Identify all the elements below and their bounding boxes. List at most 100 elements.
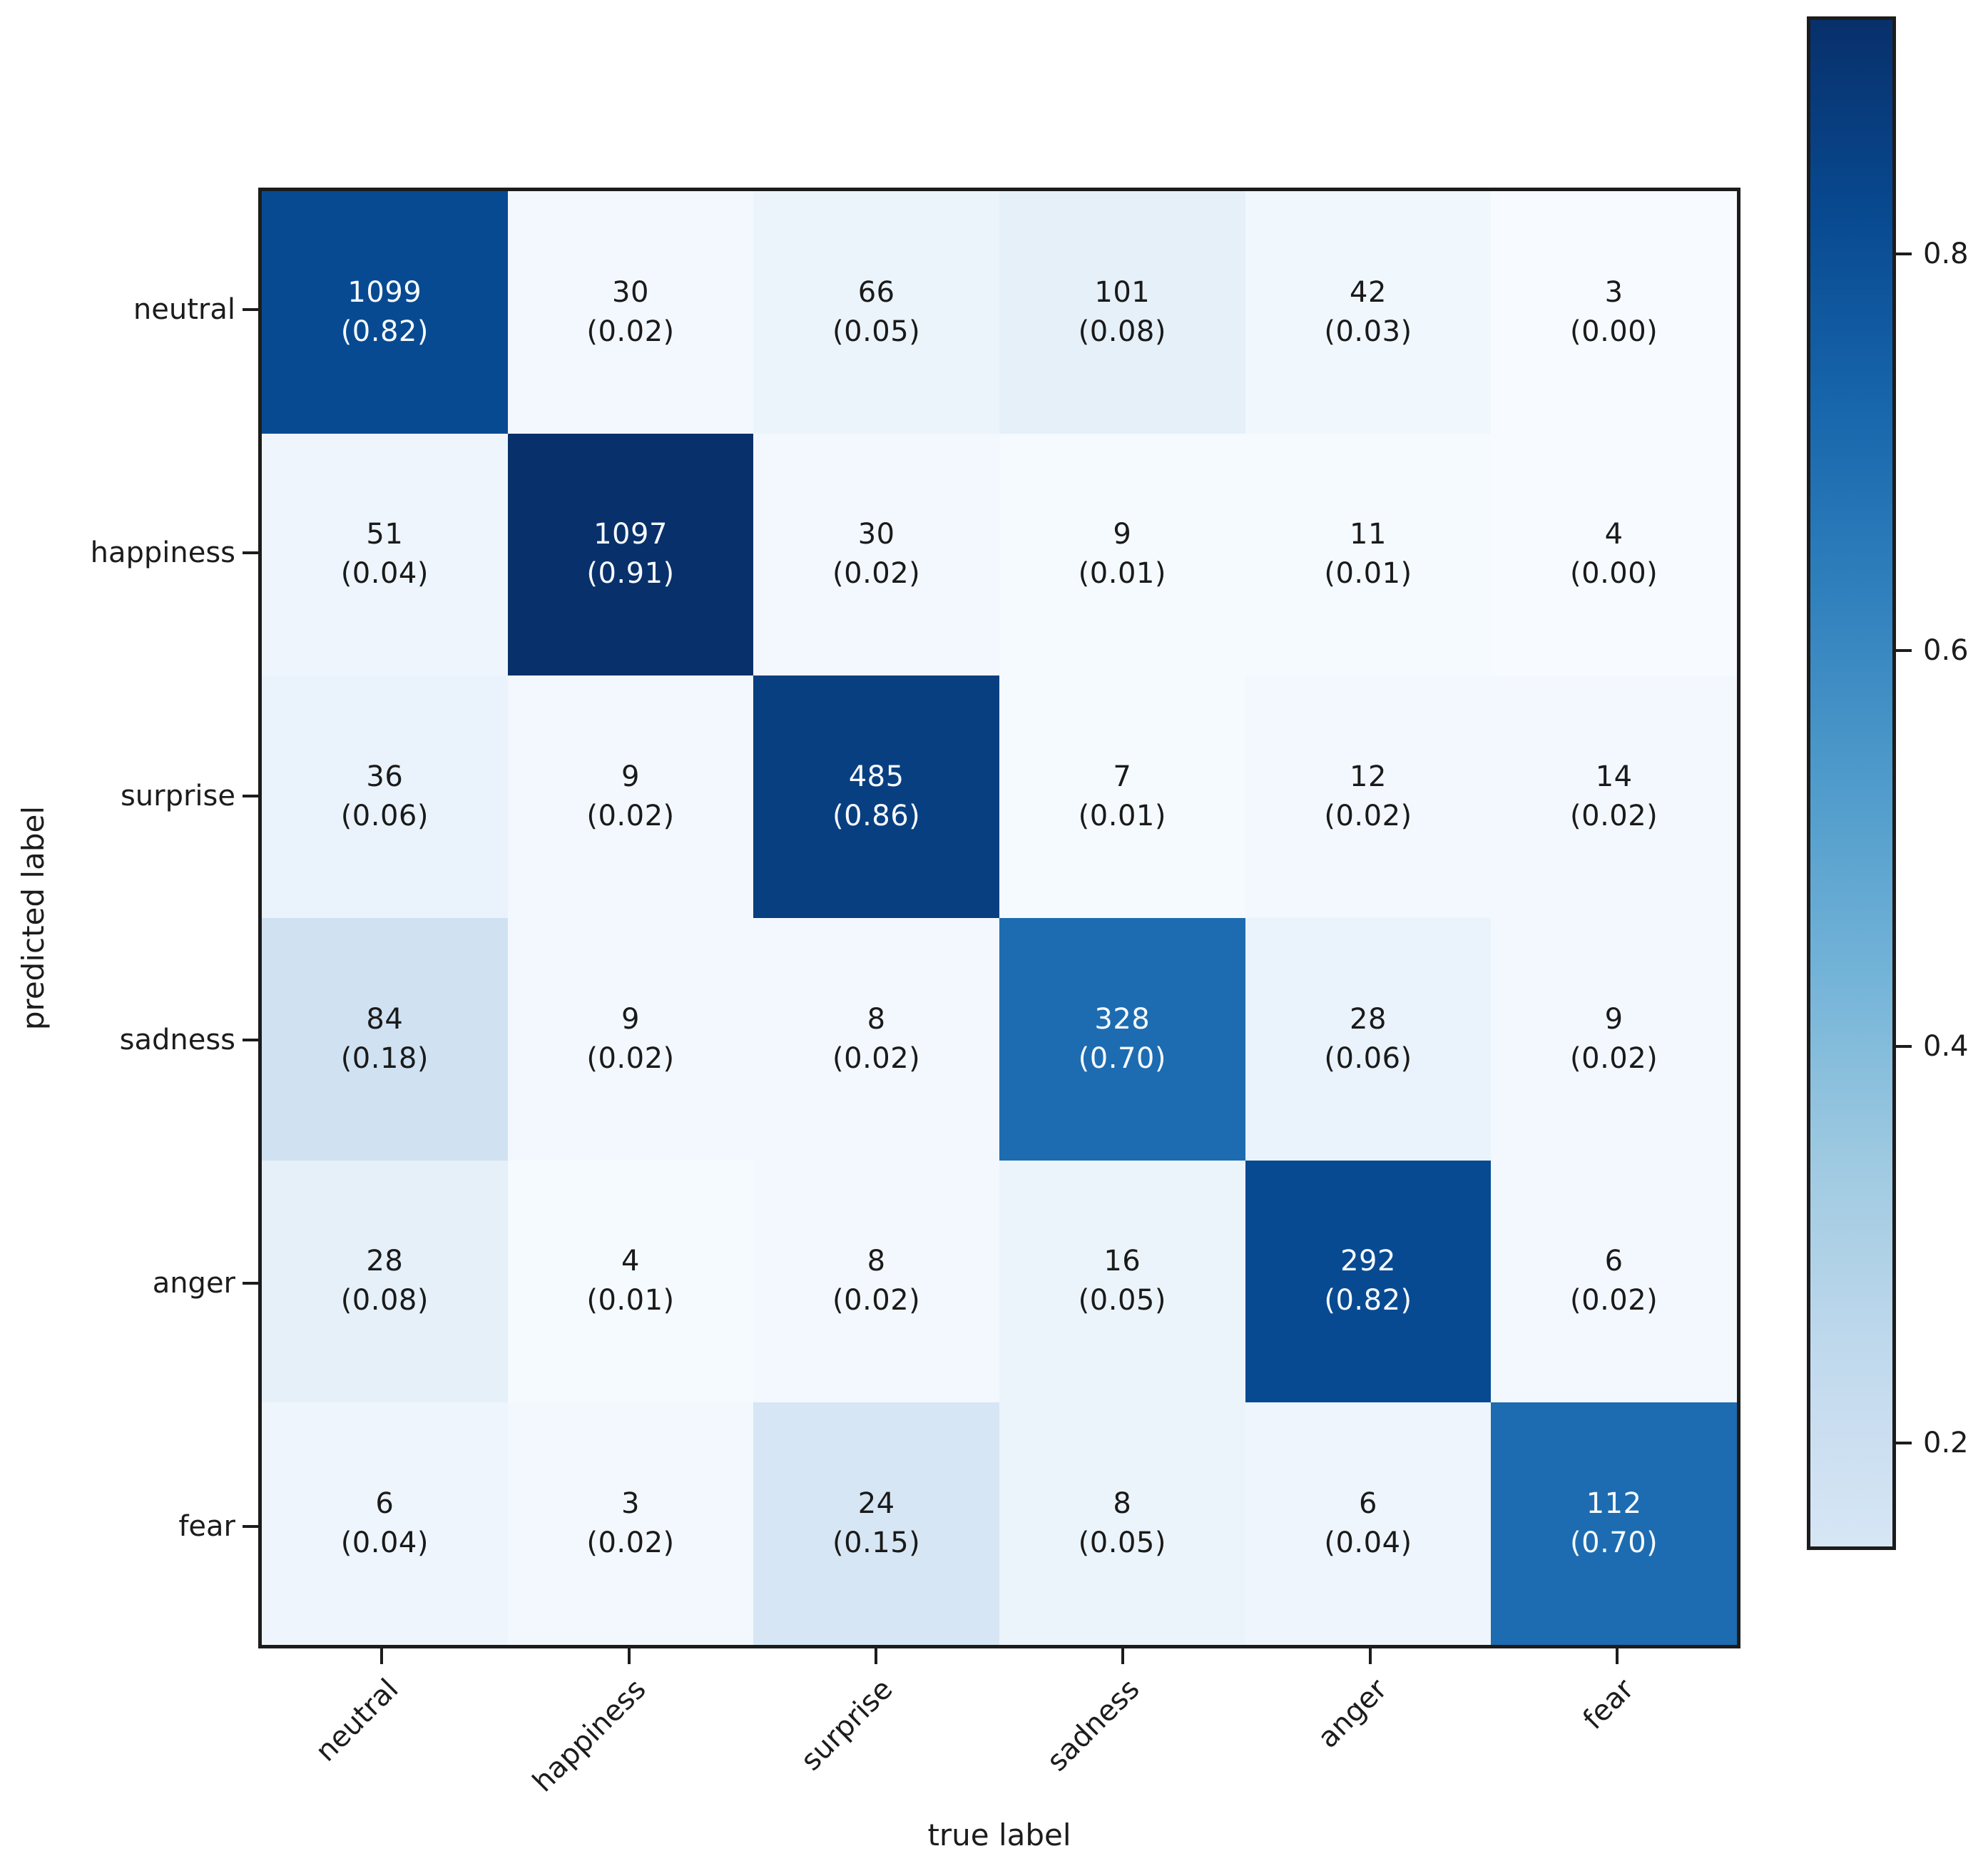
cell-proportion: (0.04): [340, 1526, 429, 1560]
matrix-cell-neutral-happiness: 30 (0.02): [507, 191, 754, 434]
matrix-cell-sadness-anger: 28 (0.06): [1245, 917, 1492, 1161]
x-tick-mark: [627, 1648, 631, 1664]
y-tick-mark: [243, 307, 258, 311]
cell-count: 1097: [593, 518, 668, 551]
cell-count: 84: [366, 1002, 404, 1036]
cell-proportion: (0.04): [340, 557, 429, 591]
cell-proportion: (0.08): [1078, 315, 1166, 348]
y-tick-mark: [243, 551, 258, 554]
cell-count: 485: [848, 760, 904, 793]
cell-proportion: (0.02): [832, 557, 921, 591]
cell-count: 11: [1350, 518, 1387, 551]
matrix-cell-fear-surprise: 24 (0.15): [753, 1402, 999, 1645]
y-tick-mark: [243, 1525, 258, 1529]
cell-proportion: (0.02): [586, 315, 675, 348]
matrix-cell-happiness-surprise: 30 (0.02): [753, 433, 999, 676]
cell-count: 9: [621, 760, 640, 793]
matrix-cell-happiness-happiness: 1097 (0.91): [507, 433, 754, 676]
cell-proportion: (0.05): [1078, 1526, 1166, 1560]
cell-proportion: (0.91): [586, 557, 675, 591]
x-tick-mark: [1615, 1648, 1619, 1664]
y-tick-label-fear: fear: [178, 1510, 235, 1544]
matrix-cell-neutral-anger: 42 (0.03): [1245, 191, 1492, 434]
colorbar: [1807, 16, 1896, 1550]
y-tick-mark: [243, 795, 258, 798]
matrix-cell-anger-sadness: 16 (0.05): [999, 1160, 1245, 1403]
matrix-cell-sadness-sadness: 328 (0.70): [999, 917, 1245, 1161]
matrix-cell-happiness-anger: 11 (0.01): [1245, 433, 1492, 676]
matrix-cell-neutral-neutral: 1099 (0.82): [262, 191, 508, 434]
cell-count: 30: [612, 275, 649, 309]
cell-proportion: (0.06): [1324, 1041, 1412, 1075]
cell-proportion: (0.82): [1324, 1284, 1412, 1317]
cell-proportion: (0.02): [1324, 800, 1412, 833]
x-tick-mark: [874, 1648, 877, 1664]
cell-count: 9: [1113, 518, 1132, 551]
cell-proportion: (0.01): [1078, 557, 1166, 591]
cell-proportion: (0.82): [340, 315, 429, 348]
matrix-cell-sadness-surprise: 8 (0.02): [753, 917, 999, 1161]
cell-count: 28: [1350, 1002, 1387, 1036]
y-tick-mark: [243, 1282, 258, 1285]
plot-area: 1099 (0.82) 30 (0.02) 6 6 (0.05) 101 (0.08) 42 (0.…: [258, 188, 1740, 1648]
cell-count: 12: [1350, 760, 1387, 793]
cell-proportion: (0.70): [1078, 1041, 1166, 1075]
cell-proportion: (0.02): [832, 1284, 921, 1317]
cell-count: 6: [1359, 1487, 1377, 1520]
cell-proportion: (0.08): [340, 1284, 429, 1317]
cell-proportion: (0.01): [1078, 800, 1166, 833]
matrix-cell-happiness-sadness: 9 (0.01): [999, 433, 1245, 676]
cell-proportion: (0.00): [1570, 557, 1658, 591]
cell-proportion: (0.02): [1570, 800, 1658, 833]
colorbar-tick-label-0.8: 0.8: [1923, 238, 1969, 271]
matrix-cell-surprise-anger: 12 (0.02): [1245, 676, 1492, 918]
cell-count: 8: [867, 1002, 886, 1036]
cell-count: 112: [1586, 1487, 1642, 1520]
cell-count: 7: [1113, 760, 1132, 793]
cell-proportion: (0.05): [832, 315, 921, 348]
cell-proportion: (0.18): [340, 1041, 429, 1075]
y-tick-label-anger: anger: [152, 1267, 235, 1300]
y-tick-label-surprise: surprise: [120, 780, 235, 813]
cell-proportion: (0.06): [340, 800, 429, 833]
matrix-cell-anger-anger: 292 (0.82): [1245, 1160, 1492, 1403]
x-tick-mark: [380, 1648, 384, 1664]
cell-count: 24: [857, 1487, 895, 1520]
matrix-cell-fear-anger: 6 (0.04): [1245, 1402, 1492, 1645]
matrix-cell-sadness-happiness: 9 (0.02): [507, 917, 754, 1161]
cell-count: 6: [1604, 1245, 1623, 1278]
matrix-cell-surprise-neutral: 36 (0.06): [262, 676, 508, 918]
cell-count: 16: [1103, 1245, 1141, 1278]
matrix-cell-anger-fear: 6 (0.02): [1491, 1160, 1737, 1403]
cell-proportion: (0.05): [1078, 1284, 1166, 1317]
y-tick-label-happiness: happiness: [90, 536, 235, 569]
colorbar-tick-label-0.6: 0.6: [1923, 633, 1969, 667]
cell-count: 9: [621, 1002, 640, 1036]
matrix-cell-neutral-fear: 3 (0.00): [1491, 191, 1737, 434]
y-tick-label-neutral: neutral: [133, 292, 235, 326]
cell-count: 28: [366, 1245, 404, 1278]
cell-proportion: (0.15): [832, 1526, 921, 1560]
colorbar-tick-mark: [1896, 253, 1912, 256]
cell-count: 30: [857, 518, 895, 551]
cell-proportion: (0.02): [1570, 1284, 1658, 1317]
matrix-cell-surprise-surprise: 485 (0.86): [753, 676, 999, 918]
cell-proportion: (0.03): [1324, 315, 1412, 348]
cell-count: 9: [1604, 1002, 1623, 1036]
x-axis-title: true label: [927, 1818, 1071, 1852]
matrix-cell-neutral-sadness: 101 (0.08): [999, 191, 1245, 434]
cell-proportion: (0.00): [1570, 315, 1658, 348]
y-axis-title-text: predicted label: [15, 805, 51, 1031]
colorbar-tick-mark: [1896, 1442, 1912, 1444]
matrix-cell-happiness-neutral: 51 (0.04): [262, 433, 508, 676]
x-tick-mark: [1368, 1648, 1372, 1664]
y-tick-label-sadness: sadness: [119, 1023, 235, 1056]
cell-count: 6: [375, 1487, 394, 1520]
cell-count: 328: [1094, 1002, 1151, 1036]
colorbar-tick-mark: [1896, 1045, 1912, 1049]
matrix-cell-surprise-fear: 14 (0.02): [1491, 676, 1737, 918]
y-tick-mark: [243, 1038, 258, 1041]
matrix-cell-surprise-happiness: 9 (0.02): [507, 676, 754, 918]
cell-count: 8: [867, 1245, 886, 1278]
